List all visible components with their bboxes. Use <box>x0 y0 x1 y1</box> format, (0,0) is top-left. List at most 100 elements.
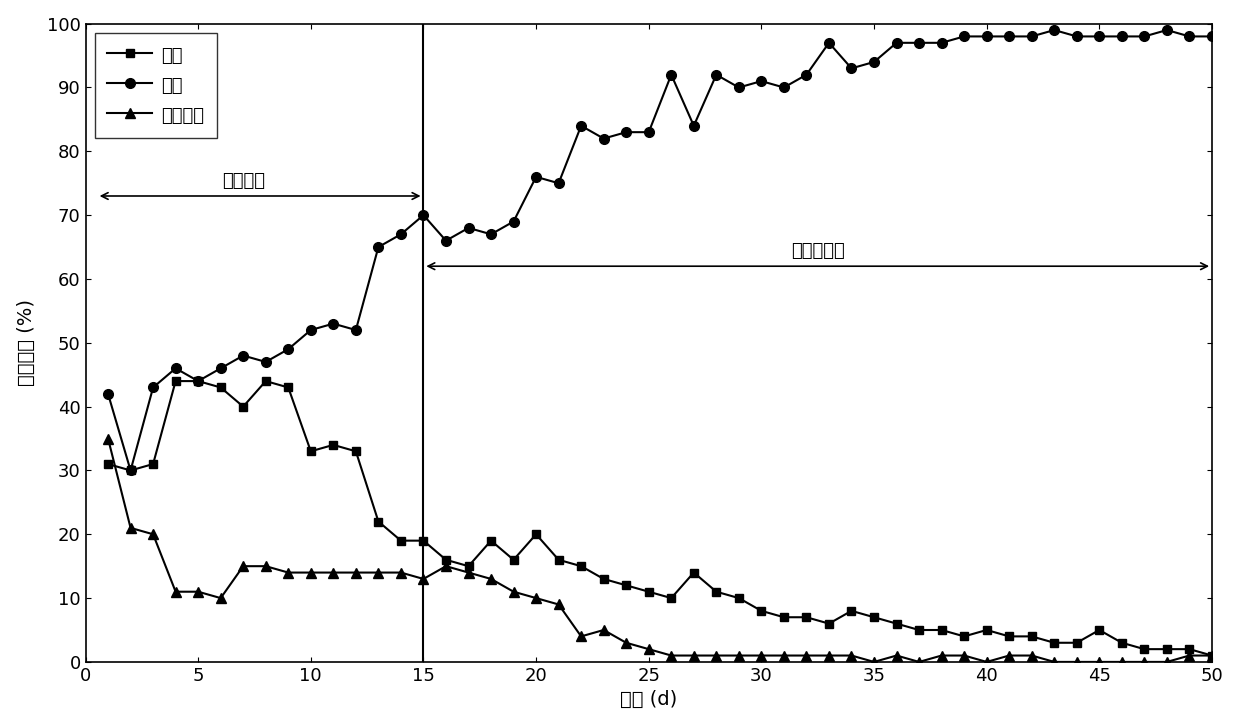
甲烷 <box>348 326 363 335</box>
甲烷 <box>574 121 589 130</box>
甲烷 <box>934 38 949 47</box>
甲烷 <box>799 70 813 79</box>
甲烷 <box>506 217 521 226</box>
甲烷 <box>663 70 678 79</box>
二氧化碳 <box>236 562 250 571</box>
甲烷 <box>169 364 184 372</box>
甲烷 <box>236 351 250 360</box>
氢气 <box>1092 626 1107 635</box>
氢气 <box>552 555 567 564</box>
甲烷 <box>732 83 746 92</box>
二氧化碳 <box>1182 651 1197 660</box>
X-axis label: 天数 (d): 天数 (d) <box>620 690 677 709</box>
氢气 <box>169 377 184 386</box>
氢气 <box>1115 638 1130 647</box>
氢气 <box>1137 645 1152 653</box>
Line: 甲烷: 甲烷 <box>103 25 1216 476</box>
甲烷 <box>844 64 859 73</box>
甲烷 <box>980 32 994 41</box>
氢气 <box>641 587 656 596</box>
二氧化碳 <box>1047 658 1061 666</box>
甲烷 <box>304 326 319 335</box>
二氧化碳 <box>889 651 904 660</box>
Text: 产甲烷阶段: 产甲烷阶段 <box>791 242 844 260</box>
氢气 <box>461 562 476 571</box>
氢气 <box>326 441 341 449</box>
二氧化碳 <box>619 638 634 647</box>
二氧化碳 <box>867 658 882 666</box>
氢气 <box>145 460 160 468</box>
甲烷 <box>461 224 476 232</box>
甲烷 <box>1069 32 1084 41</box>
二氧化碳 <box>911 658 926 666</box>
氢气 <box>934 626 949 635</box>
氢气 <box>258 377 273 386</box>
氢气 <box>213 383 228 392</box>
氢气 <box>709 587 724 596</box>
二氧化碳 <box>934 651 949 660</box>
氢气 <box>754 606 769 615</box>
氢气 <box>528 530 543 539</box>
二氧化碳 <box>596 626 611 635</box>
氢气 <box>280 383 295 392</box>
二氧化碳 <box>1137 658 1152 666</box>
二氧化碳 <box>844 651 859 660</box>
二氧化碳 <box>280 568 295 577</box>
氢气 <box>619 581 634 590</box>
二氧化碳 <box>304 568 319 577</box>
甲烷 <box>1115 32 1130 41</box>
氢气 <box>100 460 115 468</box>
甲烷 <box>641 128 656 136</box>
氢气 <box>371 517 386 526</box>
甲烷 <box>145 383 160 392</box>
氢气 <box>1002 632 1017 641</box>
氢气 <box>393 537 408 545</box>
氢气 <box>889 619 904 628</box>
二氧化碳 <box>957 651 972 660</box>
甲烷 <box>1002 32 1017 41</box>
二氧化碳 <box>439 562 454 571</box>
甲烷 <box>867 57 882 66</box>
甲烷 <box>123 466 138 475</box>
甲烷 <box>439 237 454 245</box>
甲烷 <box>709 70 724 79</box>
氢气 <box>844 606 859 615</box>
甲烷 <box>393 230 408 239</box>
二氧化碳 <box>1159 658 1174 666</box>
氢气 <box>1047 638 1061 647</box>
氢气 <box>1204 651 1219 660</box>
甲烷 <box>258 358 273 367</box>
氢气 <box>1159 645 1174 653</box>
甲烷 <box>911 38 926 47</box>
甲烷 <box>1024 32 1039 41</box>
甲烷 <box>957 32 972 41</box>
氢气 <box>732 594 746 603</box>
甲烷 <box>1159 25 1174 34</box>
甲烷 <box>776 83 791 92</box>
氢气 <box>574 562 589 571</box>
二氧化碳 <box>776 651 791 660</box>
二氧化碳 <box>100 434 115 443</box>
氢气 <box>439 555 454 564</box>
二氧化碳 <box>822 651 837 660</box>
甲烷 <box>484 230 498 239</box>
氢气 <box>484 537 498 545</box>
甲烷 <box>619 128 634 136</box>
二氧化碳 <box>687 651 702 660</box>
二氧化碳 <box>1024 651 1039 660</box>
二氧化碳 <box>415 574 430 583</box>
二氧化碳 <box>799 651 813 660</box>
氢气 <box>799 613 813 621</box>
二氧化碳 <box>258 562 273 571</box>
Legend: 氢气, 甲烷, 二氧化碳: 氢气, 甲烷, 二氧化碳 <box>94 33 217 138</box>
甲烷 <box>371 242 386 251</box>
氢气 <box>980 626 994 635</box>
氢气 <box>687 568 702 577</box>
二氧化碳 <box>732 651 746 660</box>
氢气 <box>191 377 206 386</box>
二氧化碳 <box>348 568 363 577</box>
氢气 <box>1024 632 1039 641</box>
氢气 <box>911 626 926 635</box>
氢气 <box>1182 645 1197 653</box>
二氧化碳 <box>393 568 408 577</box>
